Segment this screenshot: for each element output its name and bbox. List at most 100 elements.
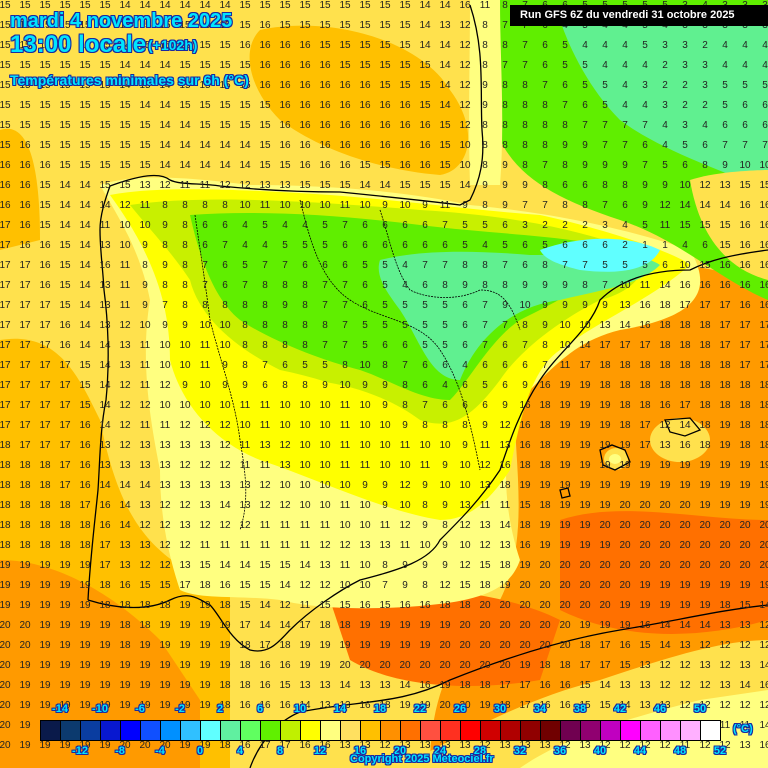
grid-value: 5 (362, 320, 368, 331)
grid-value: 19 (579, 440, 591, 451)
grid-value: 13 (239, 500, 251, 511)
grid-value: 15 (419, 100, 431, 111)
grid-value: 15 (259, 100, 271, 111)
grid-value: 19 (19, 560, 31, 571)
grid-value: 18 (619, 360, 631, 371)
grid-value: 9 (502, 200, 508, 211)
legend-swatch (601, 721, 621, 740)
grid-value: 15 (239, 80, 251, 91)
grid-value: 8 (182, 220, 188, 231)
grid-value: 8 (522, 140, 528, 151)
grid-value: 20 (639, 500, 651, 511)
grid-value: 15 (19, 0, 31, 11)
grid-value: 14 (199, 140, 211, 151)
grid-value: 14 (79, 200, 91, 211)
grid-value: 19 (439, 680, 451, 691)
grid-value: 10 (579, 320, 591, 331)
grid-value: 10 (739, 160, 751, 171)
grid-value: 15 (0, 20, 11, 31)
grid-value: 10 (179, 340, 191, 351)
legend-swatch (81, 721, 101, 740)
grid-value: 2 (702, 40, 708, 51)
grid-value: 9 (442, 460, 448, 471)
grid-value: 16 (39, 280, 51, 291)
grid-value: 15 (319, 600, 331, 611)
grid-value: 9 (462, 280, 468, 291)
grid-value: 20 (539, 560, 551, 571)
grid-value: 15 (399, 0, 411, 11)
grid-value: 1 (642, 240, 648, 251)
grid-value: 15 (39, 120, 51, 131)
grid-value: 15 (399, 40, 411, 51)
grid-value: 16 (19, 140, 31, 151)
grid-value: 10 (359, 440, 371, 451)
grid-value: 17 (599, 340, 611, 351)
grid-value: 15 (119, 100, 131, 111)
grid-value: 15 (39, 40, 51, 51)
legend-label-bottom: 16 (353, 745, 367, 757)
grid-value: 13 (259, 180, 271, 191)
grid-value: 19 (619, 440, 631, 451)
grid-value: 19 (719, 420, 731, 431)
grid-value: 16 (99, 500, 111, 511)
grid-value: 15 (339, 20, 351, 31)
grid-value: 13 (439, 740, 451, 751)
grid-value: 12 (159, 380, 171, 391)
grid-value: 15 (59, 260, 71, 271)
grid-value: 15 (239, 120, 251, 131)
grid-value: 10 (299, 200, 311, 211)
grid-value: 17 (519, 680, 531, 691)
grid-value: 19 (79, 600, 91, 611)
grid-value: 10 (239, 420, 251, 431)
grid-value: 8 (382, 560, 388, 571)
grid-value: 13 (659, 440, 671, 451)
grid-value: 15 (359, 40, 371, 51)
grid-value: 15 (39, 100, 51, 111)
grid-value: 3 (682, 40, 688, 51)
grid-value: 15 (79, 80, 91, 91)
grid-value: 14 (439, 40, 451, 51)
grid-value: 16 (359, 140, 371, 151)
grid-value: 14 (219, 560, 231, 571)
grid-value: 6 (682, 160, 688, 171)
grid-value: 16 (399, 600, 411, 611)
grid-value: 17 (0, 260, 11, 271)
grid-value: 19 (319, 640, 331, 651)
grid-value: 20 (499, 660, 511, 671)
grid-value: 14 (59, 220, 71, 231)
grid-value: 19 (139, 640, 151, 651)
grid-value: 11 (99, 220, 111, 231)
grid-value: 4 (302, 220, 308, 231)
grid-value: 5 (662, 160, 668, 171)
grid-value: 19 (419, 640, 431, 651)
grid-value: 17 (619, 340, 631, 351)
grid-value: 18 (599, 360, 611, 371)
grid-value: 5 (722, 80, 728, 91)
grid-value: 12 (659, 660, 671, 671)
grid-value: 16 (379, 120, 391, 131)
grid-value: 6 (422, 240, 428, 251)
grid-value: 6 (422, 380, 428, 391)
grid-value: 7 (342, 220, 348, 231)
grid-value: 10 (339, 580, 351, 591)
grid-value: 14 (179, 160, 191, 171)
grid-value: 10 (399, 500, 411, 511)
grid-value: 10 (319, 500, 331, 511)
grid-value: 7 (622, 140, 628, 151)
grid-value: 16 (319, 120, 331, 131)
grid-value: 16 (279, 60, 291, 71)
grid-value: 2 (562, 220, 568, 231)
grid-value: 7 (382, 580, 388, 591)
grid-value: 16 (19, 180, 31, 191)
grid-value: 12 (319, 540, 331, 551)
grid-value: 18 (639, 360, 651, 371)
grid-value: 10 (299, 500, 311, 511)
grid-value: 9 (582, 140, 588, 151)
grid-value: 15 (259, 140, 271, 151)
grid-value: 19 (59, 620, 71, 631)
grid-value: 14 (119, 40, 131, 51)
grid-value: 19 (39, 560, 51, 571)
grid-value: 9 (442, 500, 448, 511)
grid-value: 5 (602, 100, 608, 111)
grid-value: 20 (359, 660, 371, 671)
